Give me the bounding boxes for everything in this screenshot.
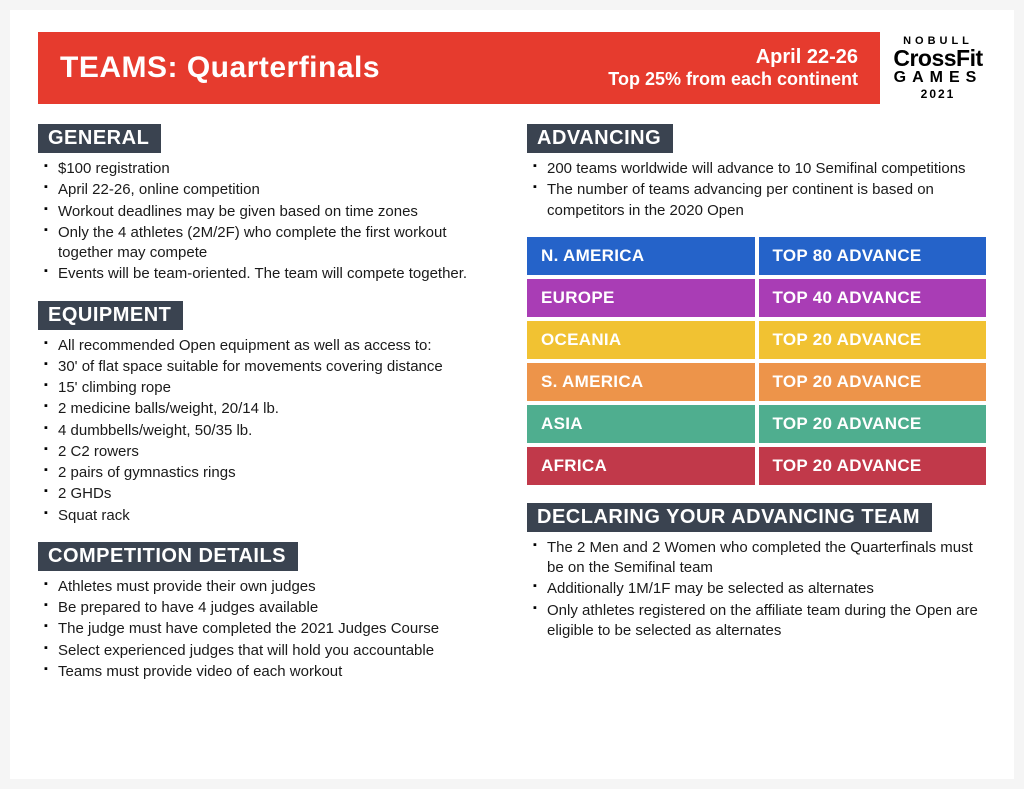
region-name-cell: S. AMERICA [527, 363, 755, 401]
region-row: N. AMERICATOP 80 ADVANCE [527, 237, 986, 275]
bullet-item: The number of teams advancing per contin… [533, 180, 986, 221]
banner-right: April 22-26 Top 25% from each continent [608, 46, 858, 90]
bullet-item: Workout deadlines may be given based on … [44, 202, 497, 222]
bullet-item: 2 pairs of gymnastics rings [44, 463, 497, 483]
content-columns: GENERAL $100 registrationApril 22-26, onl… [38, 124, 986, 698]
region-advance-cell: TOP 20 ADVANCE [759, 321, 987, 359]
bullet-item: 200 teams worldwide will advance to 10 S… [533, 159, 986, 179]
region-advance-cell: TOP 20 ADVANCE [759, 405, 987, 443]
region-row: OCEANIATOP 20 ADVANCE [527, 321, 986, 359]
section: COMPETITION DETAILS Athletes must provide… [38, 542, 497, 682]
region-name-cell: EUROPE [527, 279, 755, 317]
section: ADVANCING 200 teams worldwide will advanc… [527, 124, 986, 221]
bullet-list: Athletes must provide their own judgesBe… [38, 577, 497, 682]
section-header: GENERAL [38, 124, 161, 153]
section-header: ADVANCING [527, 124, 673, 153]
bullet-item: Squat rack [44, 506, 497, 526]
region-advance-table: N. AMERICATOP 80 ADVANCEEUROPETOP 40 ADV… [527, 237, 986, 485]
title-banner: TEAMS: Quarterfinals April 22-26 Top 25%… [38, 32, 880, 104]
section: EQUIPMENT All recommended Open equipment … [38, 301, 497, 526]
bullet-item: Teams must provide video of each workout [44, 662, 497, 682]
region-row: EUROPETOP 40 ADVANCE [527, 279, 986, 317]
bullet-item: 2 C2 rowers [44, 442, 497, 462]
bullet-list: The 2 Men and 2 Women who completed the … [527, 538, 986, 641]
section: DECLARING YOUR ADVANCING TEAM The 2 Men a… [527, 503, 986, 641]
page: TEAMS: Quarterfinals April 22-26 Top 25%… [10, 10, 1014, 779]
region-advance-cell: TOP 40 ADVANCE [759, 279, 987, 317]
region-advance-cell: TOP 80 ADVANCE [759, 237, 987, 275]
region-row: S. AMERICATOP 20 ADVANCE [527, 363, 986, 401]
region-name-cell: AFRICA [527, 447, 755, 485]
bullet-item: Only the 4 athletes (2M/2F) who complete… [44, 223, 497, 264]
bullet-list: All recommended Open equipment as well a… [38, 336, 497, 526]
logo-line4: 2021 [921, 88, 956, 100]
section-header: EQUIPMENT [38, 301, 183, 330]
region-name-cell: OCEANIA [527, 321, 755, 359]
bullet-item: 4 dumbbells/weight, 50/35 lb. [44, 421, 497, 441]
bullet-item: 2 GHDs [44, 484, 497, 504]
bullet-item: Events will be team-oriented. The team w… [44, 264, 497, 284]
region-row: AFRICATOP 20 ADVANCE [527, 447, 986, 485]
bullet-item: Only athletes registered on the affiliat… [533, 601, 986, 642]
left-column: GENERAL $100 registrationApril 22-26, onl… [38, 124, 497, 698]
crossfit-games-logo: NOBULL CrossFit GAMES 2021 [890, 32, 986, 104]
banner-title: TEAMS: Quarterfinals [60, 51, 380, 85]
bullet-item: 30' of flat space suitable for movements… [44, 357, 497, 377]
bullet-item: The 2 Men and 2 Women who completed the … [533, 538, 986, 579]
section: GENERAL $100 registrationApril 22-26, onl… [38, 124, 497, 285]
bullet-item: April 22-26, online competition [44, 180, 497, 200]
bullet-item: Be prepared to have 4 judges available [44, 598, 497, 618]
logo-line2: CrossFit [893, 47, 982, 70]
banner-subtitle: Top 25% from each continent [608, 69, 858, 90]
region-advance-cell: TOP 20 ADVANCE [759, 363, 987, 401]
bullet-item: Select experienced judges that will hold… [44, 641, 497, 661]
banner-date: April 22-26 [608, 46, 858, 69]
section-header: DECLARING YOUR ADVANCING TEAM [527, 503, 932, 532]
bullet-list: $100 registrationApril 22-26, online com… [38, 159, 497, 285]
bullet-item: $100 registration [44, 159, 497, 179]
region-row: ASIATOP 20 ADVANCE [527, 405, 986, 443]
header-row: TEAMS: Quarterfinals April 22-26 Top 25%… [38, 32, 986, 104]
bullet-list: 200 teams worldwide will advance to 10 S… [527, 159, 986, 221]
bullet-item: 2 medicine balls/weight, 20/14 lb. [44, 399, 497, 419]
section-header: COMPETITION DETAILS [38, 542, 298, 571]
region-advance-cell: TOP 20 ADVANCE [759, 447, 987, 485]
logo-line3: GAMES [894, 70, 983, 86]
region-name-cell: ASIA [527, 405, 755, 443]
bullet-item: All recommended Open equipment as well a… [44, 336, 497, 356]
bullet-item: Additionally 1M/1F may be selected as al… [533, 579, 986, 599]
bullet-item: The judge must have completed the 2021 J… [44, 619, 497, 639]
bullet-item: Athletes must provide their own judges [44, 577, 497, 597]
region-name-cell: N. AMERICA [527, 237, 755, 275]
right-column: ADVANCING 200 teams worldwide will advanc… [527, 124, 986, 698]
bullet-item: 15' climbing rope [44, 378, 497, 398]
